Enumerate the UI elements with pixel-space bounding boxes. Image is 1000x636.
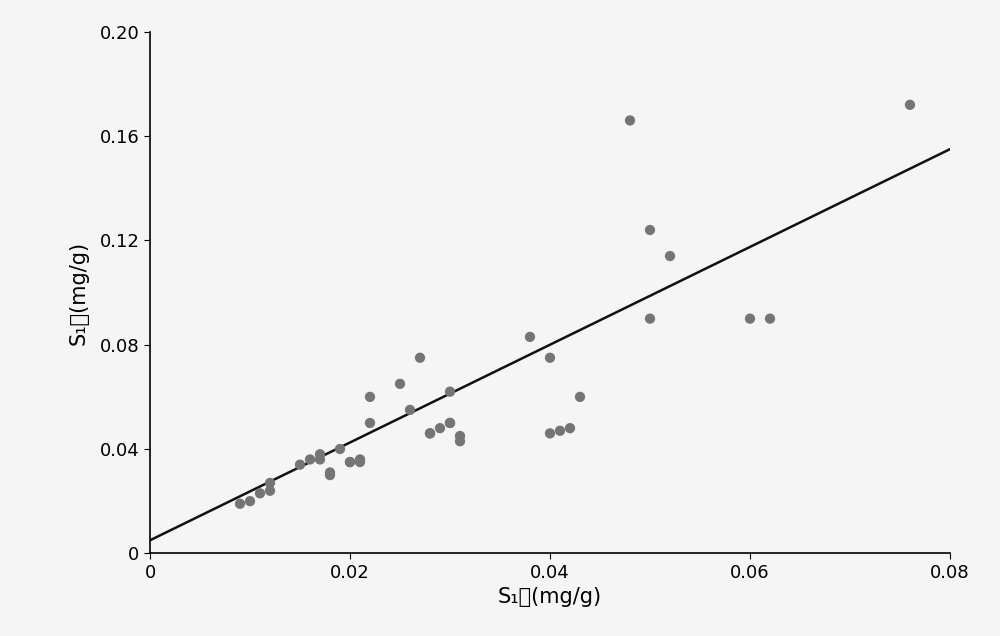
Point (402, 404, 418, 415)
Point (352, 454, 368, 464)
Point (332, 444, 348, 454)
Point (362, 418, 378, 428)
Point (442, 418, 458, 428)
Point (542, 428, 558, 438)
Point (452, 431, 468, 441)
Point (422, 428, 438, 438)
Point (292, 460, 308, 470)
Point (542, 352, 558, 363)
Point (342, 457, 358, 467)
Point (432, 423, 448, 433)
Point (742, 314, 758, 324)
Point (902, 100, 918, 110)
X-axis label: S₁测(mg/g): S₁测(mg/g) (498, 587, 602, 607)
Point (302, 454, 318, 464)
Point (312, 454, 328, 464)
Point (352, 457, 368, 467)
Point (642, 314, 658, 324)
Point (762, 314, 778, 324)
Point (322, 470, 338, 480)
Point (442, 418, 458, 428)
Point (262, 478, 278, 488)
Point (412, 352, 428, 363)
Point (562, 423, 578, 433)
Y-axis label: S₁校(mg/g): S₁校(mg/g) (69, 240, 89, 345)
Point (552, 425, 568, 436)
Point (522, 332, 538, 342)
Point (242, 496, 258, 506)
Point (452, 436, 468, 446)
Point (362, 392, 378, 402)
Point (422, 428, 438, 438)
Point (312, 449, 328, 459)
Point (392, 378, 408, 389)
Point (322, 467, 338, 478)
Point (262, 486, 278, 496)
Point (342, 457, 358, 467)
Point (642, 225, 658, 235)
Point (662, 251, 678, 261)
Point (572, 392, 588, 402)
Point (252, 488, 268, 499)
Point (622, 115, 638, 125)
Point (442, 387, 458, 397)
Point (232, 499, 248, 509)
